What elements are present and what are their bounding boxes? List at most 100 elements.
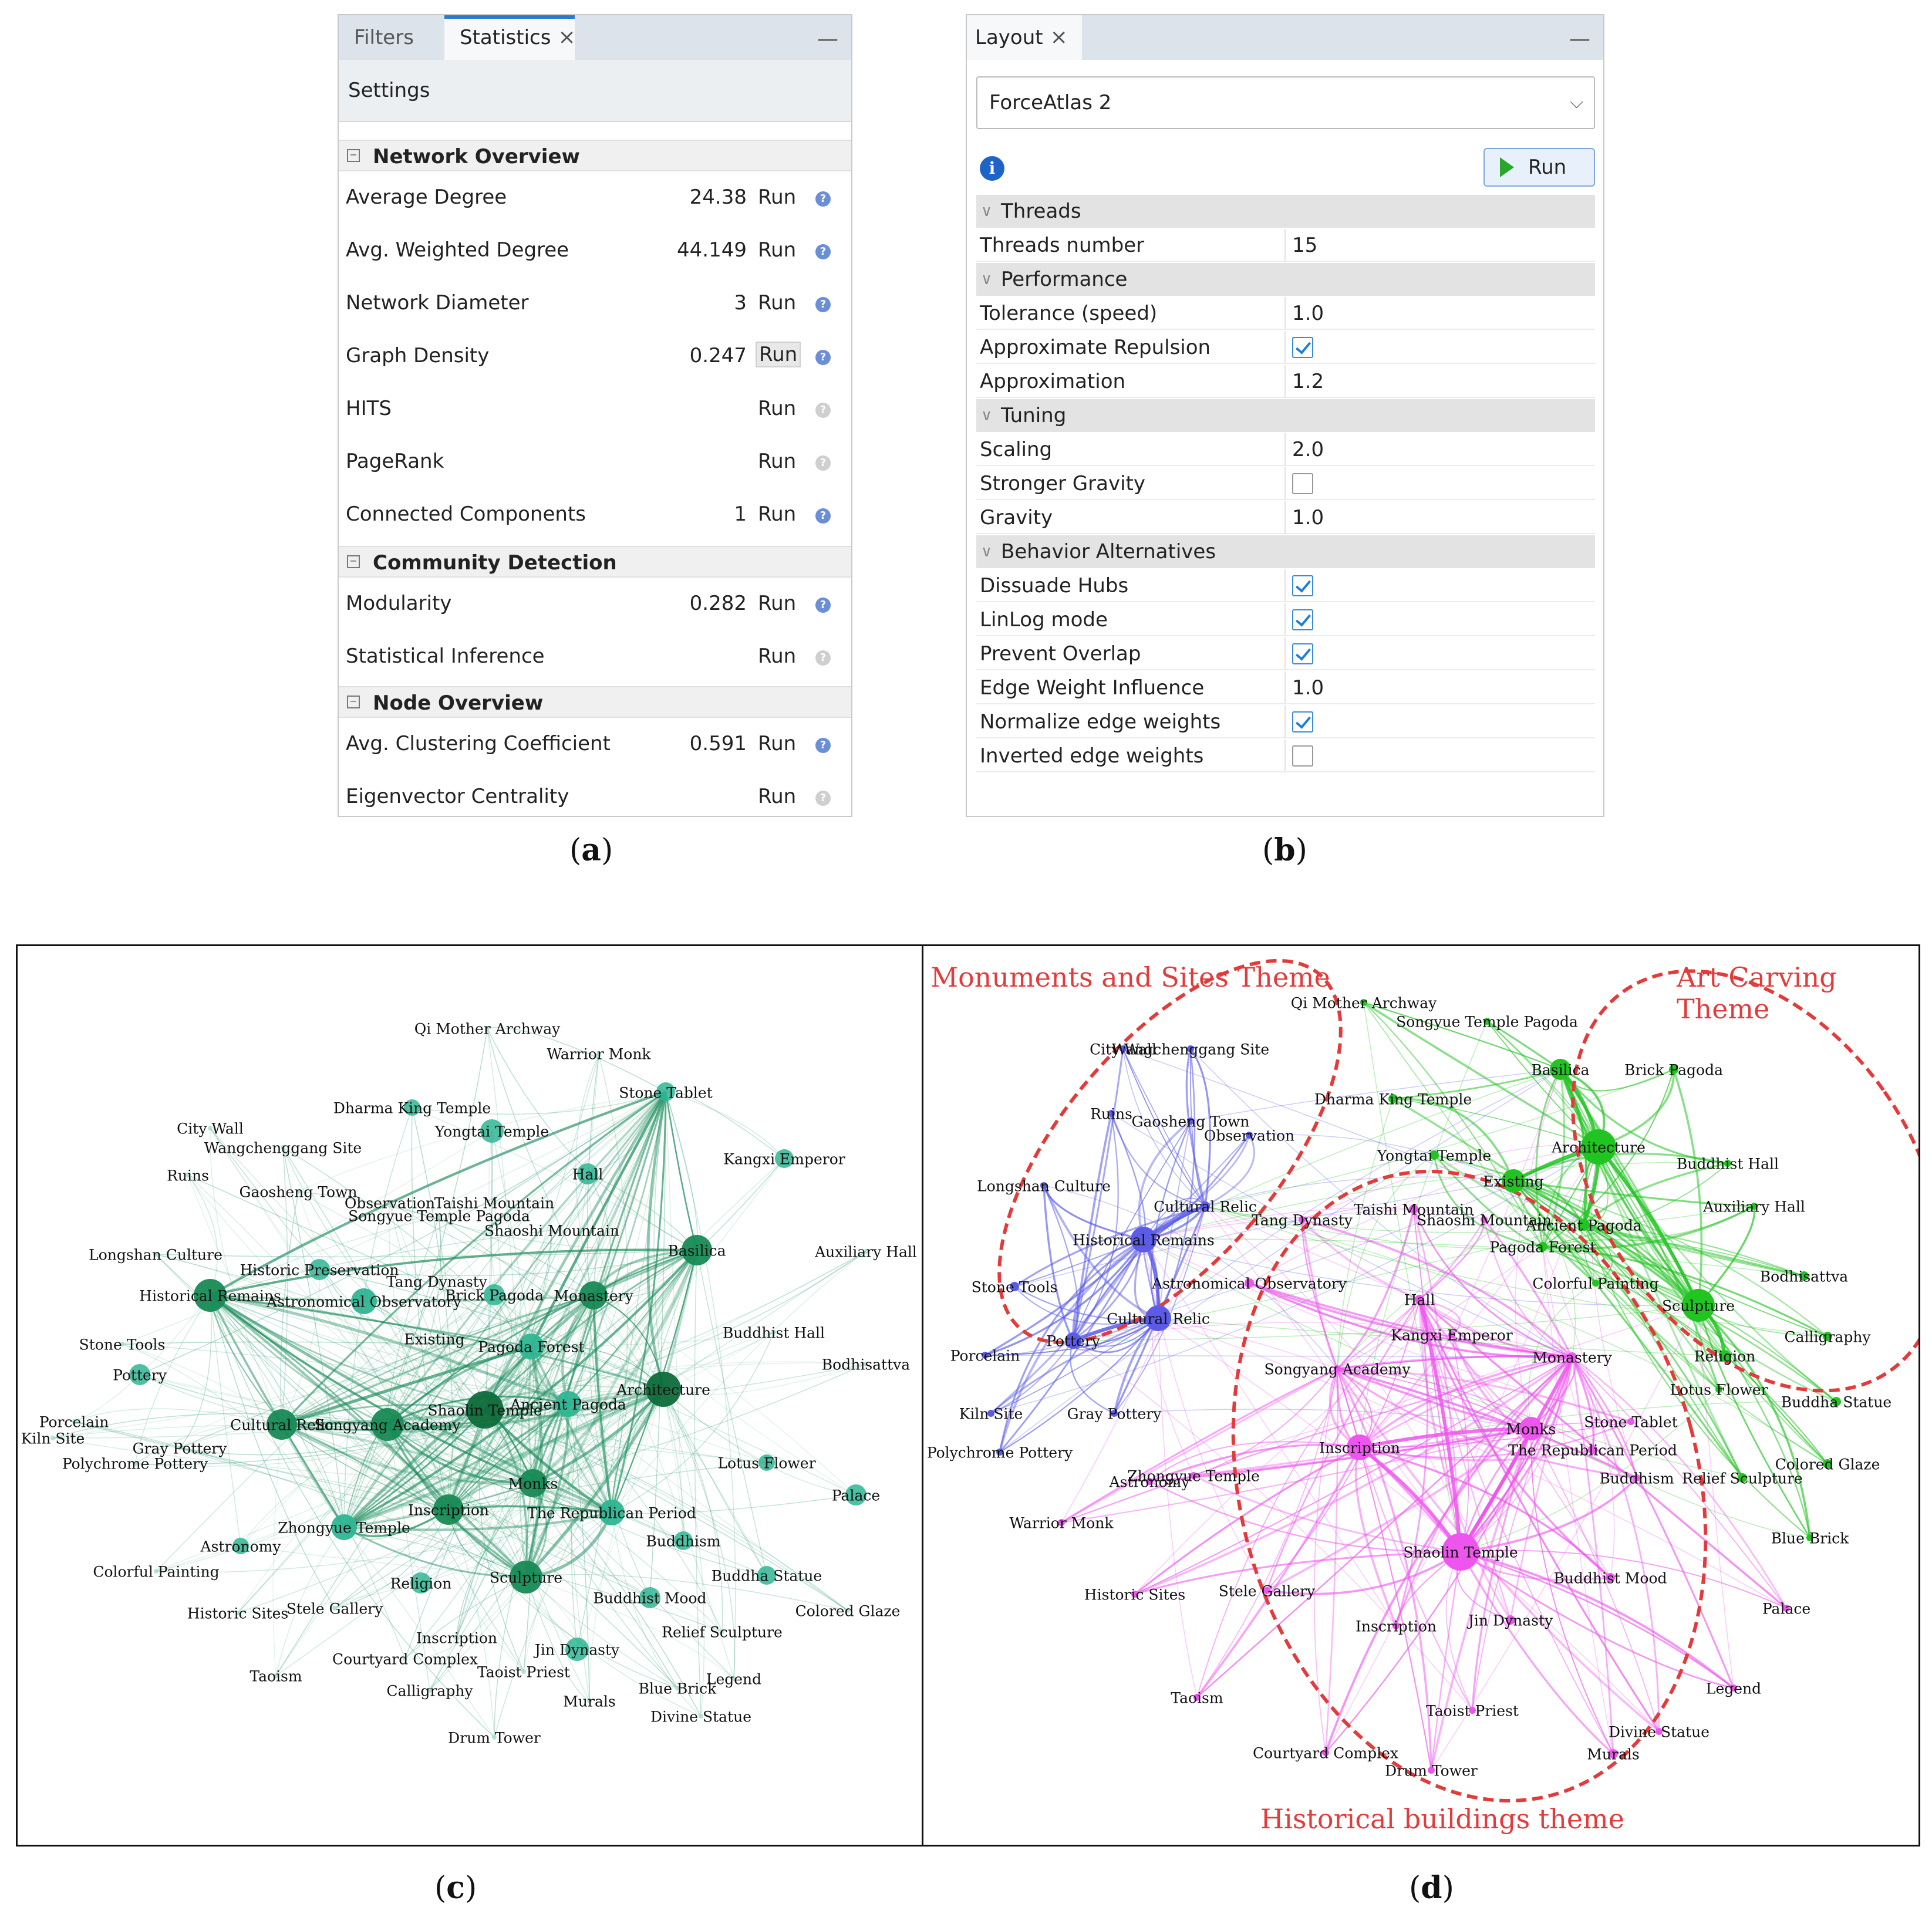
help-icon[interactable]: ? bbox=[815, 191, 831, 207]
minimize-icon[interactable]: — bbox=[1569, 27, 1590, 51]
run-button[interactable]: Run bbox=[756, 342, 801, 367]
edge bbox=[436, 1091, 666, 1282]
edge bbox=[530, 1346, 613, 1513]
minimize-icon[interactable]: — bbox=[817, 27, 838, 51]
close-icon[interactable]: × bbox=[558, 25, 576, 49]
edge bbox=[1583, 1224, 1805, 1277]
edge bbox=[210, 1128, 282, 1425]
settings-button[interactable]: Settings bbox=[339, 60, 851, 122]
tab-layout[interactable]: Layout × bbox=[967, 15, 1082, 60]
property-value[interactable]: 2.0 bbox=[1292, 438, 1324, 461]
property-value[interactable]: 1.0 bbox=[1292, 302, 1324, 325]
edge bbox=[343, 1091, 666, 1528]
edge bbox=[343, 1346, 532, 1528]
property-checkbox[interactable] bbox=[1292, 711, 1313, 732]
graph-node bbox=[864, 1362, 868, 1366]
node-label: Wangchenggang Site bbox=[1112, 1041, 1269, 1058]
info-icon[interactable]: i bbox=[980, 156, 1004, 181]
node-label: Shaoshi Mountain bbox=[484, 1223, 619, 1240]
edge bbox=[1359, 1146, 1599, 1448]
edge bbox=[1143, 1239, 1699, 1307]
edge bbox=[484, 1251, 866, 1410]
edge bbox=[387, 1424, 684, 1541]
edge bbox=[73, 1295, 211, 1422]
property-checkbox[interactable] bbox=[1292, 473, 1313, 494]
help-icon[interactable]: ? bbox=[815, 598, 831, 613]
section-community-detection[interactable]: − Community Detection bbox=[339, 546, 851, 578]
run-layout-button[interactable]: Run bbox=[1483, 148, 1595, 187]
property-value[interactable]: 1.0 bbox=[1292, 676, 1324, 700]
edge bbox=[1583, 1224, 1810, 1538]
graph-node bbox=[332, 1606, 337, 1611]
property-checkbox[interactable] bbox=[1292, 575, 1313, 596]
section-network-overview[interactable]: − Network Overview bbox=[339, 140, 851, 171]
help-icon[interactable]: ? bbox=[815, 508, 831, 524]
collapse-icon[interactable]: − bbox=[347, 696, 360, 708]
property-row: Prevent Overlap bbox=[976, 637, 1595, 670]
run-button[interactable]: Run bbox=[758, 502, 797, 526]
property-value[interactable]: 1.0 bbox=[1292, 506, 1324, 529]
run-button[interactable]: Run bbox=[758, 785, 797, 808]
node-label: Gaosheng Town bbox=[1132, 1113, 1250, 1130]
node-label: Palace bbox=[1762, 1601, 1810, 1618]
help-icon[interactable]: ? bbox=[815, 738, 831, 753]
property-row: Approximation 1.2 bbox=[976, 365, 1595, 398]
stat-value: 0.282 bbox=[689, 592, 747, 615]
property-checkbox[interactable] bbox=[1292, 609, 1313, 630]
edge bbox=[1418, 1298, 1788, 1609]
edge bbox=[1134, 1246, 1543, 1595]
run-button[interactable]: Run bbox=[758, 291, 797, 315]
section-node-overview[interactable]: − Node Overview bbox=[339, 686, 851, 718]
help-icon[interactable]: ? bbox=[815, 455, 831, 471]
property-group-header[interactable]: ∨ Performance bbox=[976, 263, 1595, 296]
help-icon[interactable]: ? bbox=[815, 350, 831, 365]
graph-node bbox=[1040, 1182, 1047, 1189]
close-icon[interactable]: × bbox=[1050, 25, 1068, 49]
edge bbox=[1559, 1068, 1588, 1226]
edge bbox=[134, 1409, 485, 1467]
tab-statistics[interactable]: Statistics × bbox=[444, 15, 576, 60]
graph-node bbox=[519, 1469, 547, 1497]
property-row: Dissuade Hubs bbox=[976, 569, 1595, 602]
property-group-header[interactable]: ∨ Behavior Alternatives bbox=[976, 535, 1595, 568]
graph-node bbox=[194, 1279, 227, 1312]
run-button[interactable]: Run bbox=[758, 644, 797, 668]
edge bbox=[1337, 1219, 1485, 1370]
node-label: Inscription bbox=[1356, 1618, 1437, 1635]
edge bbox=[529, 1230, 552, 1347]
property-label: Normalize edge weights bbox=[980, 710, 1221, 734]
graph-node bbox=[1538, 1242, 1547, 1251]
help-icon[interactable]: ? bbox=[815, 650, 831, 666]
help-icon[interactable]: ? bbox=[815, 791, 831, 806]
edge bbox=[209, 1294, 534, 1484]
collapse-icon[interactable]: − bbox=[347, 555, 360, 568]
property-value[interactable]: 15 bbox=[1292, 234, 1318, 257]
graph-node bbox=[133, 1461, 137, 1466]
property-row: Gravity 1.0 bbox=[976, 501, 1595, 534]
help-icon[interactable]: ? bbox=[815, 244, 831, 259]
edge bbox=[593, 1295, 857, 1496]
layout-algorithm-select[interactable]: ForceAtlas 2 ⌵ bbox=[976, 76, 1595, 129]
run-button[interactable]: Run bbox=[758, 732, 797, 755]
tab-filters[interactable]: Filters bbox=[339, 15, 444, 60]
property-checkbox[interactable] bbox=[1292, 643, 1313, 664]
edge bbox=[1571, 1356, 1595, 1450]
property-checkbox[interactable] bbox=[1292, 745, 1313, 767]
run-button[interactable]: Run bbox=[758, 450, 797, 473]
run-button[interactable]: Run bbox=[758, 185, 797, 209]
node-label: Buddhist Hall bbox=[723, 1325, 825, 1342]
run-button[interactable]: Run bbox=[758, 397, 797, 420]
property-value[interactable]: 1.2 bbox=[1292, 370, 1324, 393]
run-button[interactable]: Run bbox=[758, 592, 797, 615]
property-group-header[interactable]: ∨ Tuning bbox=[976, 399, 1595, 432]
edge bbox=[209, 1090, 666, 1297]
collapse-icon[interactable]: − bbox=[347, 149, 360, 162]
help-icon[interactable]: ? bbox=[815, 403, 831, 418]
property-group-header[interactable]: ∨ Threads bbox=[976, 195, 1595, 228]
graph-frame bbox=[16, 944, 1920, 1847]
edge bbox=[1301, 1218, 1420, 1301]
stat-value: 3 bbox=[734, 291, 747, 315]
property-checkbox[interactable] bbox=[1292, 337, 1313, 358]
help-icon[interactable]: ? bbox=[815, 297, 831, 312]
run-button[interactable]: Run bbox=[758, 238, 797, 262]
